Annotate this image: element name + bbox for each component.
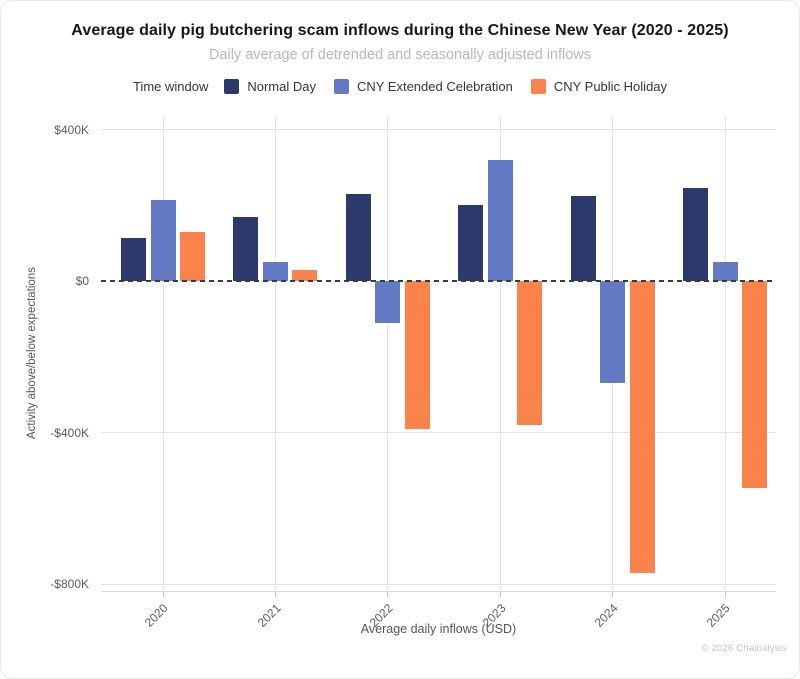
x-axis-tick: [724, 592, 726, 597]
legend: Time window Normal Day CNY Extended Celeb…: [1, 79, 799, 94]
y-tick-label--400k: $400K: [54, 122, 89, 137]
bar-2020-cny-public-holiday: [180, 231, 205, 282]
bar-2021-cny-extended-celebration: [262, 262, 288, 282]
horizontal-gridline: [101, 129, 776, 131]
chart-subtitle: Daily average of detrended and seasonall…: [208, 47, 592, 63]
legend-swatch-cny-extended-celebration: [333, 79, 349, 94]
x-axis-tick: [162, 592, 164, 597]
x-axis-line: [101, 591, 776, 592]
x-axis-tick: [612, 592, 614, 597]
copyright-note: © 2026 Chainalysis: [701, 643, 787, 654]
x-axis-tick: [499, 592, 501, 597]
y-tick-label--800k: -$800K: [50, 577, 89, 592]
y-tick-label--400k: -$400K: [50, 425, 89, 440]
x-axis-tick: [387, 592, 389, 597]
bar-2021-normal-day: [233, 216, 259, 282]
legend-label-cny-extended-celebration: CNY Extended Celebration: [356, 79, 513, 94]
legend-label-normal-day: Normal Day: [247, 79, 316, 94]
legend-swatch-normal-day: [224, 79, 240, 94]
bar-2023-cny-public-holiday: [517, 281, 543, 426]
chart-title: Average daily pig butchering scam inflow…: [71, 22, 729, 39]
bar-2022-cny-public-holiday: [404, 281, 430, 429]
bar-2024-cny-public-holiday: [629, 281, 655, 573]
bar-2022-normal-day: [345, 194, 371, 282]
bar-2024-cny-extended-celebration: [600, 281, 626, 384]
plot-area: [101, 116, 776, 597]
vertical-gridline: [499, 116, 501, 591]
legend-item-normal-day: Normal Day: [224, 79, 316, 94]
legend-swatch-cny-public-holiday: [530, 79, 546, 94]
vertical-gridline: [274, 116, 276, 591]
vertical-gridline: [162, 116, 164, 591]
vertical-gridline: [387, 116, 389, 591]
vertical-gridline: [724, 116, 726, 591]
bar-2024-normal-day: [570, 195, 596, 282]
bar-2025-cny-public-holiday: [742, 281, 767, 488]
bar-2020-cny-extended-celebration: [150, 199, 176, 282]
legend-title: Time window: [132, 79, 209, 94]
horizontal-gridline: [101, 432, 776, 434]
bar-2023-cny-extended-celebration: [487, 159, 513, 282]
legend-label-cny-public-holiday: CNY Public Holiday: [553, 79, 668, 94]
horizontal-gridline: [101, 583, 776, 585]
y-tick-label--0: $0: [75, 274, 89, 289]
bar-2025-normal-day: [683, 188, 708, 282]
legend-item-cny-public-holiday: CNY Public Holiday: [530, 79, 668, 94]
bar-2025-cny-extended-celebration: [712, 262, 738, 282]
bar-2023-normal-day: [458, 205, 484, 282]
bar-2020-normal-day: [121, 237, 146, 282]
bar-2021-cny-public-holiday: [292, 269, 318, 282]
x-axis-tick: [274, 592, 276, 597]
zero-baseline: [101, 280, 776, 283]
x-axis-title: Average daily inflows (USD): [360, 622, 517, 636]
y-axis-title: Activity above/below expectations: [26, 267, 38, 439]
bar-2022-cny-extended-celebration: [375, 281, 401, 323]
legend-item-cny-extended-celebration: CNY Extended Celebration: [333, 79, 513, 94]
